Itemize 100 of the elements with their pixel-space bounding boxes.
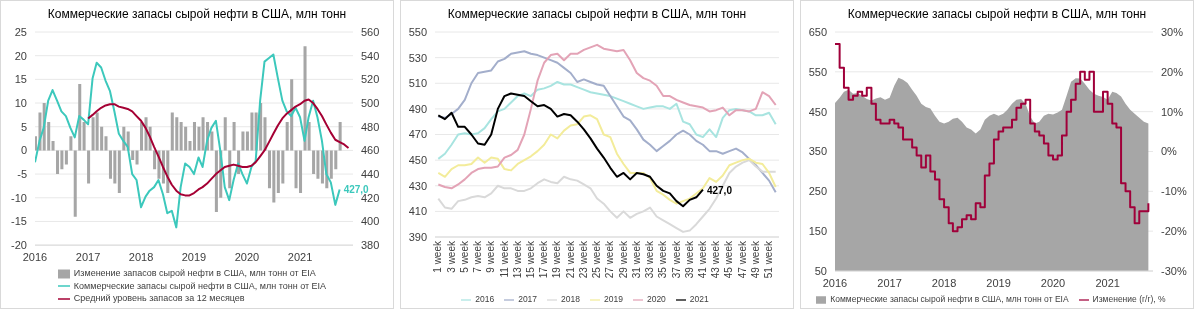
bar [312,150,316,175]
x-tick-label: 49 week [749,240,761,279]
y-tick-label: 430 [408,179,427,192]
legend-label: 2017 [518,294,538,304]
x-tick-label: 3 week [445,240,457,273]
y-tick-label: 390 [408,230,427,243]
bar [184,126,188,151]
bar [329,150,333,179]
line-series [437,80,777,160]
y2-tick-label: 380 [361,239,380,252]
legend-label: 2018 [561,294,580,304]
x-tick-label: 19 week [551,240,563,279]
y2-tick-label: 400 [361,215,380,228]
data-label: 427,0 [706,184,733,196]
y2-tick-label: 30% [1161,25,1184,38]
y-tick-label: -15 [11,215,27,228]
y-tick-label: -10 [11,191,27,204]
x-tick-label: 43 week [710,240,722,279]
line-series [437,159,777,233]
y-tick-label: 20 [14,49,27,62]
y2-tick-label: 520 [361,73,380,86]
bar [69,136,73,151]
y-tick-label: 5 [20,120,27,133]
x-tick-label: 39 week [683,240,695,279]
x-tick-label: 2021 [287,250,313,263]
x-tick-label: 2020 [234,250,260,263]
x-tick-label: 2020 [1040,276,1066,289]
bar [82,121,86,151]
y2-tick-label: 440 [361,167,380,180]
bar [179,121,183,151]
bar [117,150,121,194]
bar [140,121,144,151]
x-tick-label: 45 week [723,240,735,279]
x-tick-label: 29 week [617,240,629,279]
y2-tick-label: 460 [361,144,380,157]
legend-label: Изменение запасов сырой нефти в США, млн тонн от EIA [73,268,316,279]
x-tick-label: 27 week [604,240,616,279]
legend-label: 2019 [604,294,623,304]
bar [299,150,303,194]
bar [56,150,60,175]
y2-tick-label: 10% [1161,105,1184,118]
bar [175,117,179,151]
y2-tick-label: 0% [1161,145,1178,158]
bar [113,150,117,184]
y-tick-label: 490 [408,102,427,115]
bar [91,117,95,151]
bar [197,126,201,151]
bar [201,117,205,151]
bar [223,117,227,151]
y-tick-label: 150 [808,225,827,238]
x-tick-label: 17 week [538,240,550,279]
line-series [437,114,777,205]
x-tick-label: 5 week [458,240,470,273]
y-tick-label: 530 [408,51,427,64]
bar [64,150,68,165]
x-tick-label: 9 week [485,240,497,273]
y2-tick-label: 480 [361,120,380,133]
x-tick-label: 2016 [22,250,48,263]
x-tick-label: 25 week [591,240,603,279]
x-tick-label: 33 week [644,240,656,279]
bar [135,150,139,165]
x-tick-label: 23 week [577,240,589,279]
y-tick-label: -5 [17,167,27,180]
x-tick-label: 2019 [181,250,207,263]
x-tick-label: 2018 [931,276,957,289]
bar [272,150,276,203]
bar [276,150,280,194]
y-tick-label: 50 [814,264,827,277]
bar [87,150,91,184]
y-tick-label: 15 [14,73,27,86]
x-tick-label: 13 week [511,240,523,279]
legend-label: 2020 [646,294,666,304]
legend-label: 2016 [475,294,495,304]
y2-tick-label: 560 [361,25,380,38]
legend-label: Коммерческие запасы сырой нефти в США, млн тонн от EIA [73,280,327,291]
y2-tick-label: 500 [361,96,380,109]
x-tick-label: 51 week [763,240,775,279]
x-tick-label: 41 week [697,240,709,279]
x-tick-label: 1 week [432,240,444,273]
x-tick-label: 15 week [525,240,537,279]
bar [338,121,342,151]
y-tick-label: 450 [408,154,427,167]
y-tick-label: 450 [808,105,827,118]
bar [232,121,236,151]
legend-label: Коммерческие запасы сырой нефти в США, млн тонн от EIA [830,294,1069,304]
x-tick-label: 37 week [670,240,682,279]
x-tick-label: 35 week [657,240,669,279]
bar [250,112,254,151]
line-series [437,92,704,208]
x-tick-label: 7 week [472,240,484,273]
y-tick-label: 510 [408,77,427,90]
chart-title: Коммерческие запасы сырой нефти в США, млн тонн [446,6,748,23]
y-tick-label: 650 [808,25,827,38]
y-tick-label: 410 [408,205,427,218]
x-tick-label: 31 week [630,240,642,279]
y2-tick-label: 20% [1161,65,1184,78]
y-tick-label: 25 [14,25,27,38]
y-tick-label: 350 [808,145,827,158]
x-tick-label: 2017 [75,250,101,263]
y-tick-label: 10 [14,96,27,109]
